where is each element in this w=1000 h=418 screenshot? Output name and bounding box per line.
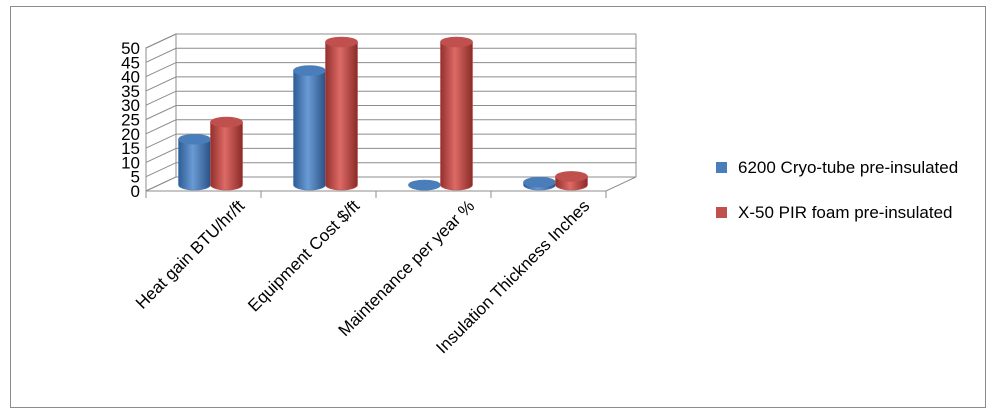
bar-body (440, 41, 473, 191)
bar-1-3 (408, 179, 441, 191)
bar-top (555, 171, 588, 182)
bar-1-2 (293, 65, 326, 191)
y-tick-label: 10 (121, 153, 140, 172)
bar-top (178, 133, 211, 145)
bar-body (210, 121, 243, 191)
legend: 6200 Cryo-tube pre-insulated X-50 PIR fo… (714, 156, 984, 246)
gridline (145, 62, 636, 78)
gridline (145, 76, 636, 92)
x-tick-label-2: Equipment Cost $/ft (244, 196, 363, 315)
gridline (145, 33, 636, 49)
floor-plane (145, 176, 637, 192)
bar-top (325, 36, 358, 48)
gridline (145, 147, 636, 163)
y-tick-label: 40 (121, 68, 140, 87)
bars (178, 36, 588, 191)
legend-item-series-1: 6200 Cryo-tube pre-insulated (714, 156, 978, 179)
legend-item-series-2: X-50 PIR foam pre-insulated (714, 201, 978, 224)
y-tick-label: 35 (121, 82, 140, 101)
bar-2-3 (440, 36, 473, 191)
legend-swatch-series-2 (716, 207, 727, 218)
gridline (145, 105, 636, 120)
bar-body (293, 70, 326, 191)
gridline (145, 162, 636, 178)
bar-top (523, 176, 556, 188)
y-tick-label: 25 (121, 111, 140, 130)
legend-swatch-series-1 (716, 162, 727, 173)
bar-2-4 (555, 171, 588, 191)
gridline (145, 47, 636, 63)
gridline (145, 90, 636, 106)
bar-top (408, 179, 441, 191)
gridline (145, 119, 636, 135)
bar-1-4 (523, 176, 556, 191)
y-tick-label: 30 (121, 96, 140, 115)
y-tick-label: 0 (131, 182, 140, 201)
bar-top (210, 116, 243, 128)
gridline (145, 133, 636, 149)
legend-label-series-1: 6200 Cryo-tube pre-insulated (738, 158, 959, 177)
y-tick-label: 45 (121, 53, 140, 72)
chart-frame (10, 6, 986, 408)
y-tick-label: 5 (131, 168, 140, 187)
bar-1-1 (178, 133, 211, 191)
legend-label-series-2: X-50 PIR foam pre-insulated (738, 203, 953, 222)
y-tick-label: 15 (121, 139, 140, 158)
chart-floor (145, 176, 637, 198)
bar-body (178, 138, 211, 191)
bar-top (293, 65, 326, 76)
bar-top (440, 36, 473, 48)
bar-2-2 (325, 36, 358, 191)
y-tick-label: 50 (121, 39, 140, 58)
y-tick-label: 20 (121, 125, 140, 144)
bar-body (325, 41, 358, 191)
bar-2-1 (210, 116, 243, 191)
x-tick-label-1: Heat gain BTU/hr/ft (132, 196, 249, 313)
